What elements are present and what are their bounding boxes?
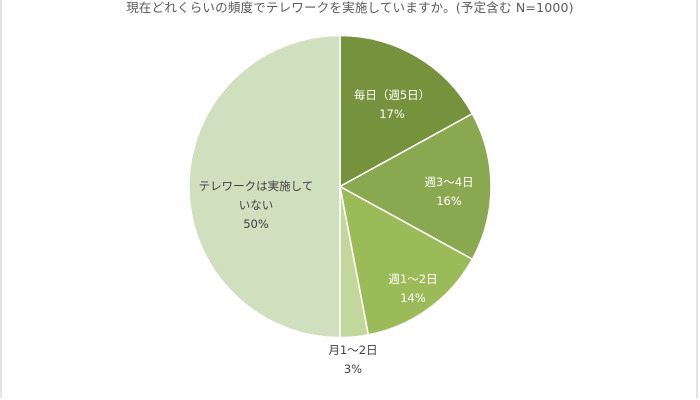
slice-daily bbox=[339, 34, 474, 188]
slice-label-3-4-days: 週3〜4日 16% bbox=[424, 175, 474, 208]
slice-none bbox=[188, 34, 341, 339]
slice-3-4-days bbox=[339, 113, 492, 260]
chart-title: 現在どれくらいの頻度でテレワークを実施していますか。(予定含む N=1000) bbox=[126, 0, 574, 15]
slice-1-2-days bbox=[339, 185, 474, 336]
slice-label-none: テレワークは実施して いない 50% bbox=[198, 179, 314, 231]
slice-label-1-2-days: 週1〜2日 14% bbox=[388, 272, 438, 305]
slice-label-monthly: 月1〜2日 3% bbox=[328, 343, 378, 376]
slice-label-daily: 毎日（週5日） 17% bbox=[353, 88, 431, 121]
